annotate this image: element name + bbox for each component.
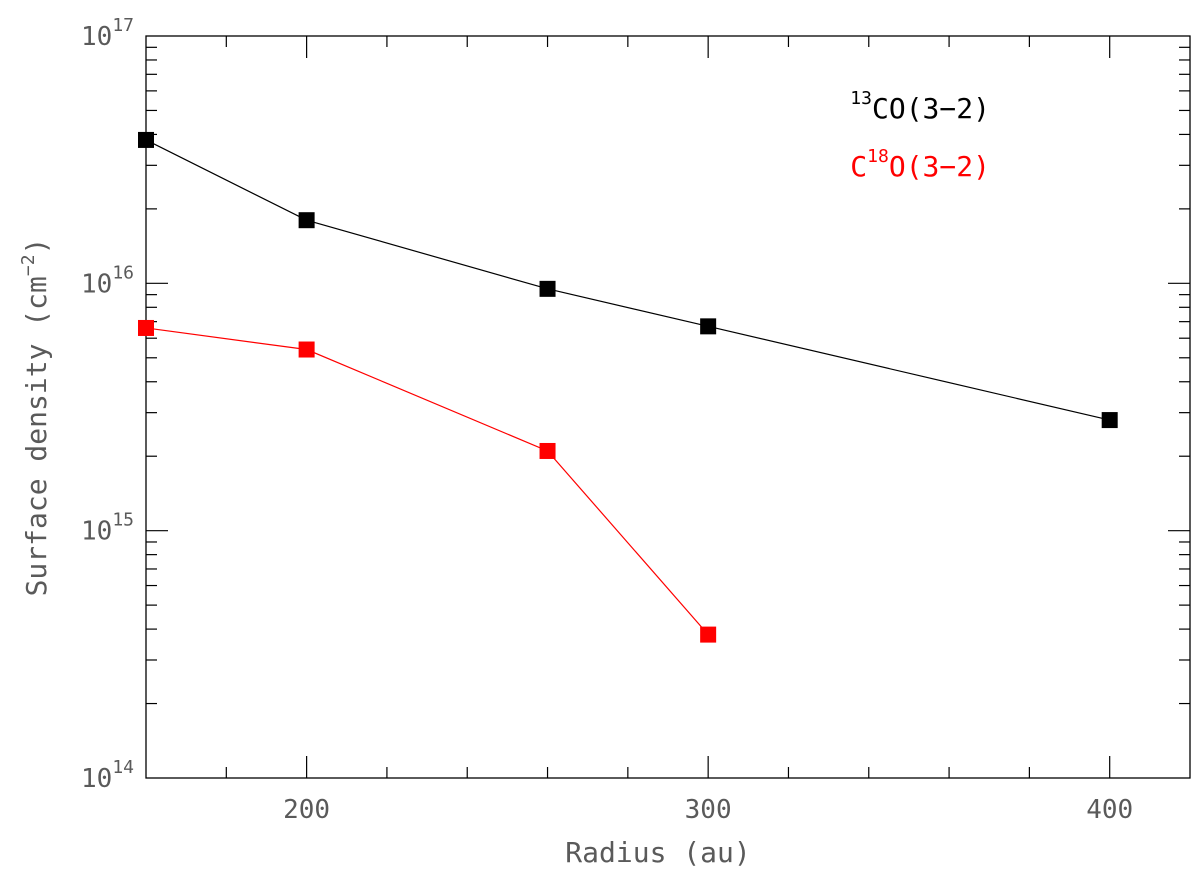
series-13co <box>138 131 1118 429</box>
y-tick-base: 10 <box>81 22 112 52</box>
data-point <box>298 212 315 229</box>
legend-text-sup: 13 <box>850 88 872 109</box>
legend-entry: C18O(3−2) <box>850 146 990 183</box>
y-axis-title: Surface density (cm−2) <box>18 238 53 597</box>
y-tick-exponent: 17 <box>112 15 134 36</box>
y-tick-exponent: 15 <box>112 510 134 531</box>
y-axis-title-suffix: ) <box>20 238 53 255</box>
x-tick-label: 300 <box>685 795 732 825</box>
y-tick-label: 1016 <box>81 262 134 299</box>
data-point <box>539 280 556 297</box>
data-point <box>1101 412 1118 429</box>
data-point <box>138 319 154 336</box>
data-point <box>700 626 717 643</box>
y-tick-base: 10 <box>81 517 112 547</box>
legend: 13CO(3−2)C18O(3−2) <box>850 88 990 183</box>
data-point <box>539 442 556 459</box>
data-point <box>138 131 154 148</box>
y-tick-exponent: 16 <box>112 262 134 283</box>
legend-text-sup: 18 <box>867 146 889 167</box>
series-line <box>145 327 709 635</box>
plot-frame <box>145 35 1191 779</box>
x-axis-title: Radius (au) <box>565 836 750 869</box>
series-layer <box>138 131 1118 643</box>
y-tick-exponent: 14 <box>112 757 134 778</box>
data-point <box>298 341 315 358</box>
y-axis-title-prefix: Surface density (cm <box>20 276 53 596</box>
legend-entry: 13CO(3−2) <box>850 88 990 125</box>
x-tick-label: 200 <box>283 795 330 825</box>
axis-ticks <box>146 36 1190 778</box>
y-tick-base: 10 <box>81 764 112 794</box>
y-tick-base: 10 <box>81 269 112 299</box>
legend-text-main: CO(3−2) <box>872 92 990 125</box>
y-tick-label: 1014 <box>81 757 134 794</box>
plot-border <box>145 35 1191 779</box>
series-c18o <box>138 319 717 643</box>
x-tick-label: 400 <box>1086 795 1133 825</box>
legend-text-pre: C <box>850 150 867 183</box>
y-tick-label: 1015 <box>81 510 134 547</box>
y-axis-title-exponent: −2 <box>18 254 39 276</box>
data-point <box>700 318 717 335</box>
y-tick-label: 1017 <box>81 15 134 52</box>
legend-text-main: O(3−2) <box>889 150 990 183</box>
